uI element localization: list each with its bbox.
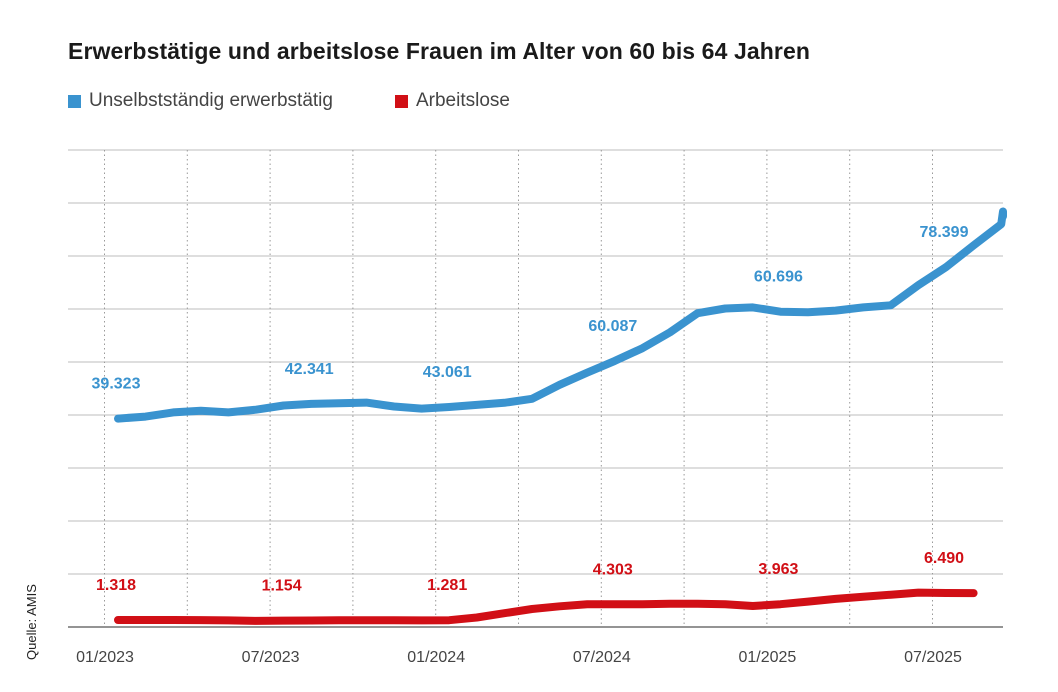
series-line-unemployed xyxy=(114,588,978,625)
legend-label-employed: Unselbstständig erwerbstätig xyxy=(89,90,333,111)
data-label: 4.303 xyxy=(593,561,633,578)
x-tick-label: 01/2025 xyxy=(738,649,796,666)
legend: Unselbstständig erwerbstätig Arbeitslose xyxy=(68,90,572,112)
data-label: 1.154 xyxy=(262,578,302,595)
x-tick-label: 01/2023 xyxy=(76,649,134,666)
data-label: 1.318 xyxy=(96,577,136,594)
data-label: 42.341 xyxy=(285,361,334,378)
series-line-employed xyxy=(114,207,1007,423)
data-label: 39.323 xyxy=(92,376,141,393)
data-label: 1.281 xyxy=(427,577,467,594)
data-label: 43.061 xyxy=(423,364,472,381)
legend-label-unemployed: Arbeitslose xyxy=(415,90,510,111)
x-tick-label: 07/2024 xyxy=(573,649,631,666)
legend-item-employed: Unselbstständig erwerbstätig xyxy=(68,90,333,112)
data-label: 6.490 xyxy=(924,550,964,567)
x-tick-label: 01/2024 xyxy=(407,649,465,666)
horizontal-gridlines xyxy=(68,149,1003,628)
x-axis-ticks: 01/2023 07/2023 01/2024 07/2024 01/2025 07/20… xyxy=(76,649,962,666)
data-label: 60.087 xyxy=(588,318,637,335)
x-tick-label: 07/2025 xyxy=(904,649,962,666)
legend-item-unemployed: Arbeitslose xyxy=(394,90,510,112)
vertical-gridlines xyxy=(104,150,933,627)
legend-swatch-employed xyxy=(68,94,81,108)
data-label: 3.963 xyxy=(758,561,798,578)
data-label: 78.399 xyxy=(920,224,969,241)
series-lines xyxy=(114,207,1007,625)
legend-swatch-unemployed xyxy=(394,94,408,108)
data-labels: 39.323 42.341 43.061 60.087 60.696 78.399 1.31… xyxy=(92,224,969,595)
chart-title: Erwerbstätige und arbeitslose Frauen im … xyxy=(68,38,810,64)
x-tick-label: 07/2023 xyxy=(242,649,300,666)
data-label: 60.696 xyxy=(754,269,803,286)
